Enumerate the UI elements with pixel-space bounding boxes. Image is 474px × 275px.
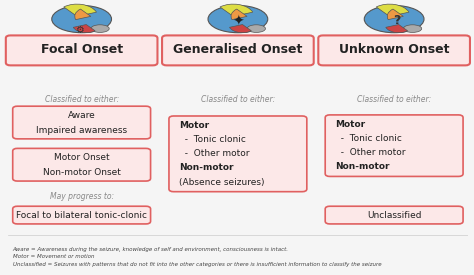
Text: Non-motor: Non-motor: [179, 164, 234, 172]
Text: ?: ?: [393, 14, 400, 27]
Text: (Absence seizures): (Absence seizures): [179, 178, 264, 187]
Text: Classified to either:: Classified to either:: [201, 95, 275, 104]
Wedge shape: [229, 24, 251, 33]
Wedge shape: [387, 9, 403, 20]
FancyBboxPatch shape: [13, 148, 151, 181]
Text: Focal Onset: Focal Onset: [41, 43, 123, 56]
Text: Aware: Aware: [68, 111, 96, 120]
Ellipse shape: [52, 6, 111, 33]
Text: Generalised Onset: Generalised Onset: [173, 43, 302, 56]
Text: Motor = Movement or motion: Motor = Movement or motion: [13, 254, 94, 259]
Wedge shape: [75, 9, 91, 20]
FancyBboxPatch shape: [319, 35, 470, 65]
Text: Aware = Awareness during the seizure, knowledge of self and environment, conscio: Aware = Awareness during the seizure, kn…: [13, 247, 289, 252]
Text: ✦: ✦: [232, 15, 244, 29]
FancyBboxPatch shape: [13, 206, 151, 224]
Wedge shape: [220, 4, 253, 16]
Wedge shape: [73, 24, 95, 33]
Text: -  Tonic clonic: - Tonic clonic: [335, 134, 402, 143]
Text: Unknown Onset: Unknown Onset: [339, 43, 449, 56]
Wedge shape: [64, 4, 97, 16]
Text: Motor Onset: Motor Onset: [54, 153, 109, 162]
FancyBboxPatch shape: [6, 35, 157, 65]
Wedge shape: [376, 4, 409, 16]
Ellipse shape: [91, 25, 109, 32]
Wedge shape: [386, 24, 408, 33]
FancyBboxPatch shape: [325, 115, 463, 177]
Text: Classified to either:: Classified to either:: [45, 95, 119, 104]
Ellipse shape: [247, 25, 265, 32]
Text: Non-motor Onset: Non-motor Onset: [43, 168, 120, 177]
Text: Focal to bilateral tonic-clonic: Focal to bilateral tonic-clonic: [16, 211, 147, 219]
Text: May progress to:: May progress to:: [50, 192, 114, 201]
Text: -  Other motor: - Other motor: [179, 149, 250, 158]
Text: Non-motor: Non-motor: [335, 163, 390, 171]
Text: Motor: Motor: [335, 120, 365, 129]
FancyBboxPatch shape: [13, 106, 151, 139]
Ellipse shape: [364, 6, 424, 33]
Text: ⚙: ⚙: [75, 25, 84, 35]
Ellipse shape: [208, 6, 268, 33]
Text: Classified to either:: Classified to either:: [357, 95, 431, 104]
Wedge shape: [231, 9, 247, 20]
Text: Motor: Motor: [179, 121, 209, 130]
FancyBboxPatch shape: [169, 116, 307, 192]
Text: Impaired awareness: Impaired awareness: [36, 125, 127, 134]
Ellipse shape: [403, 25, 422, 32]
Text: Unclassified: Unclassified: [367, 211, 421, 219]
Text: Unclassified = Seizures with patterns that do not fit into the other categories : Unclassified = Seizures with patterns th…: [13, 262, 382, 267]
FancyBboxPatch shape: [325, 206, 463, 224]
Text: -  Tonic clonic: - Tonic clonic: [179, 135, 246, 144]
Text: -  Other motor: - Other motor: [335, 148, 406, 157]
FancyBboxPatch shape: [162, 35, 314, 65]
